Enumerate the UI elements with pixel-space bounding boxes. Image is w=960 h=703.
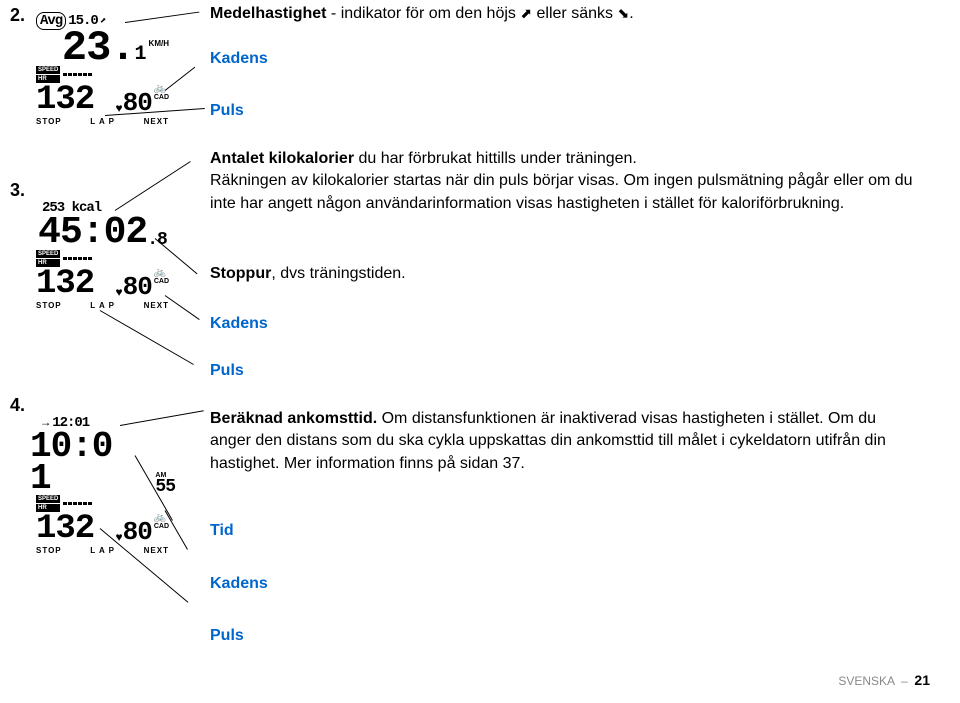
cadence-value: 80 bbox=[123, 520, 152, 544]
stop-button-label: STOP bbox=[36, 546, 62, 555]
cad-label: CAD bbox=[154, 94, 169, 101]
section-number-3: 3. bbox=[10, 180, 25, 201]
page-footer: SVENSKA – 21 bbox=[838, 672, 930, 688]
lap-button-label: L A P bbox=[90, 546, 115, 555]
trend-up-icon: ⬈ bbox=[520, 4, 532, 24]
text-kadens-2: Kadens bbox=[210, 313, 268, 335]
text-puls-2: Puls bbox=[210, 360, 244, 382]
speed-badge: SPEED bbox=[36, 66, 60, 74]
speed-big: 23. bbox=[62, 30, 135, 66]
stop-button-label: STOP bbox=[36, 301, 62, 310]
heart-icon: ♥ bbox=[115, 285, 122, 299]
text-kadens-1: Kadens bbox=[210, 48, 268, 70]
text-tid: Tid bbox=[210, 520, 234, 542]
next-button-label: NEXT bbox=[144, 117, 169, 126]
text-puls-1: Puls bbox=[210, 100, 244, 122]
next-button-label: NEXT bbox=[144, 546, 169, 555]
trend-down-icon: ⬊ bbox=[617, 4, 629, 24]
footer-language: SVENSKA bbox=[838, 674, 894, 688]
hr-value: 132 bbox=[36, 269, 94, 299]
lcd-display-3: → 12:01 10:0 1 AM 55 SPEED HR bbox=[30, 415, 175, 555]
bike-icon: 🚲 bbox=[154, 267, 169, 278]
bar-indicator bbox=[63, 257, 92, 260]
text-kcal-para: Antalet kilokalorier du har förbrukat hi… bbox=[210, 148, 940, 215]
lcd-display-1: Avg 15.0 ⬈ 23. 1 KM/H SPEED HR 132 bbox=[30, 12, 175, 126]
lcd-display-2: 253 kcal 45:02 .8 SPEED HR 132 ♥ 80 bbox=[30, 198, 175, 310]
section-number-4: 4. bbox=[10, 395, 25, 416]
stop-button-label: STOP bbox=[36, 117, 62, 126]
text-arrival: Beräknad ankomsttid. Om distansfunktione… bbox=[210, 408, 910, 475]
cadence-value: 80 bbox=[123, 275, 152, 299]
cad-label: CAD bbox=[154, 278, 169, 285]
bar-indicator bbox=[63, 502, 92, 505]
text-kadens-3: Kadens bbox=[210, 573, 268, 595]
bar-indicator bbox=[63, 73, 92, 76]
leader-line bbox=[100, 310, 194, 365]
section-number-2: 2. bbox=[10, 5, 25, 26]
time-sec: 55 bbox=[155, 479, 175, 495]
next-button-label: NEXT bbox=[144, 301, 169, 310]
text-stoppur: Stoppur, dvs träningstiden. bbox=[210, 263, 406, 285]
hr-value: 132 bbox=[36, 514, 94, 544]
lap-button-label: L A P bbox=[90, 301, 115, 310]
page: 2. 3. 4. Avg 15.0 ⬈ 23. 1 KM/H SPEED HR bbox=[0, 0, 960, 703]
speed-badge: SPEED bbox=[36, 495, 60, 503]
text-puls-3: Puls bbox=[210, 625, 244, 647]
speed-decimal: 1 bbox=[135, 43, 146, 66]
speed-unit: KM/H bbox=[149, 39, 169, 48]
hr-value: 132 bbox=[36, 85, 94, 115]
stopwatch-big: 45:02 bbox=[38, 216, 147, 250]
time-big: 10:0 1 bbox=[30, 431, 153, 495]
lap-button-label: L A P bbox=[90, 117, 115, 126]
cad-label: CAD bbox=[154, 523, 169, 530]
speed-badge: SPEED bbox=[36, 250, 60, 258]
footer-page-number: 21 bbox=[914, 672, 930, 688]
text-avgspeed: Medelhastighet - indikator för om den hö… bbox=[210, 3, 940, 25]
